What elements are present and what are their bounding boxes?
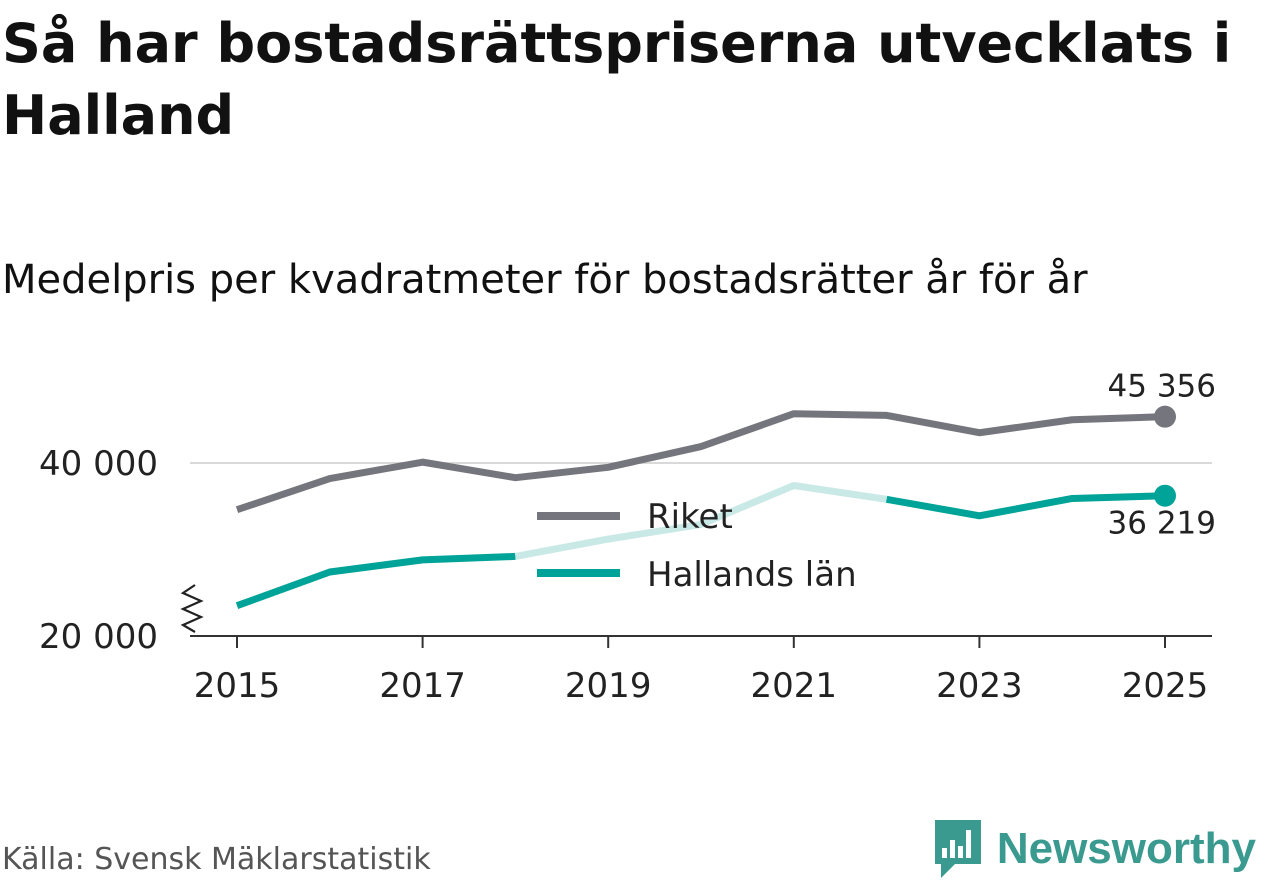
end-label-riket: 45 356 (1108, 369, 1216, 405)
endpoint-hallands-lan (1154, 484, 1176, 507)
line-chart: 2015 2017 2019 2021 2023 2025 20 000 40 000 45 3… (39, 369, 1216, 706)
x-tick-label-2019: 2019 (565, 666, 652, 706)
series-line-hallands-lan-faded (514, 481, 888, 560)
chart-subtitle: Medelpris per kvadratmeter för bostadsrä… (2, 257, 1088, 303)
series-line-hallands-lan-part-2 (885, 492, 1166, 520)
legend-label-hallands-lan: Hallands län (647, 555, 857, 595)
x-tick-label-2023: 2023 (936, 666, 1023, 706)
brand-name: Newsworthy (996, 824, 1256, 873)
x-tick-label-2015: 2015 (194, 666, 281, 706)
x-tick-label-2025: 2025 (1122, 666, 1209, 706)
brand-logo: Newsworthy (933, 818, 1256, 880)
legend-label-riket: Riket (647, 497, 733, 537)
end-label-hallands-lan: 36 219 (1108, 506, 1216, 542)
y-tick-label-20000: 20 000 (39, 617, 158, 657)
chart-title: Så har bostadsrättspriserna utvecklats i… (2, 12, 1232, 147)
y-tick-label-40000: 40 000 (39, 444, 158, 484)
y-axis-break-icon (180, 584, 204, 633)
endpoint-riket (1154, 405, 1176, 428)
series-line-hallands-lan-part-1 (235, 552, 516, 610)
x-tick-label-2021: 2021 (751, 666, 838, 706)
bar-chart-speech-bubble-icon (934, 820, 981, 878)
source-note: Källa: Svensk Mäklarstatistik (2, 842, 431, 877)
x-tick-label-2017: 2017 (379, 666, 466, 706)
series-line-riket (235, 410, 1166, 514)
